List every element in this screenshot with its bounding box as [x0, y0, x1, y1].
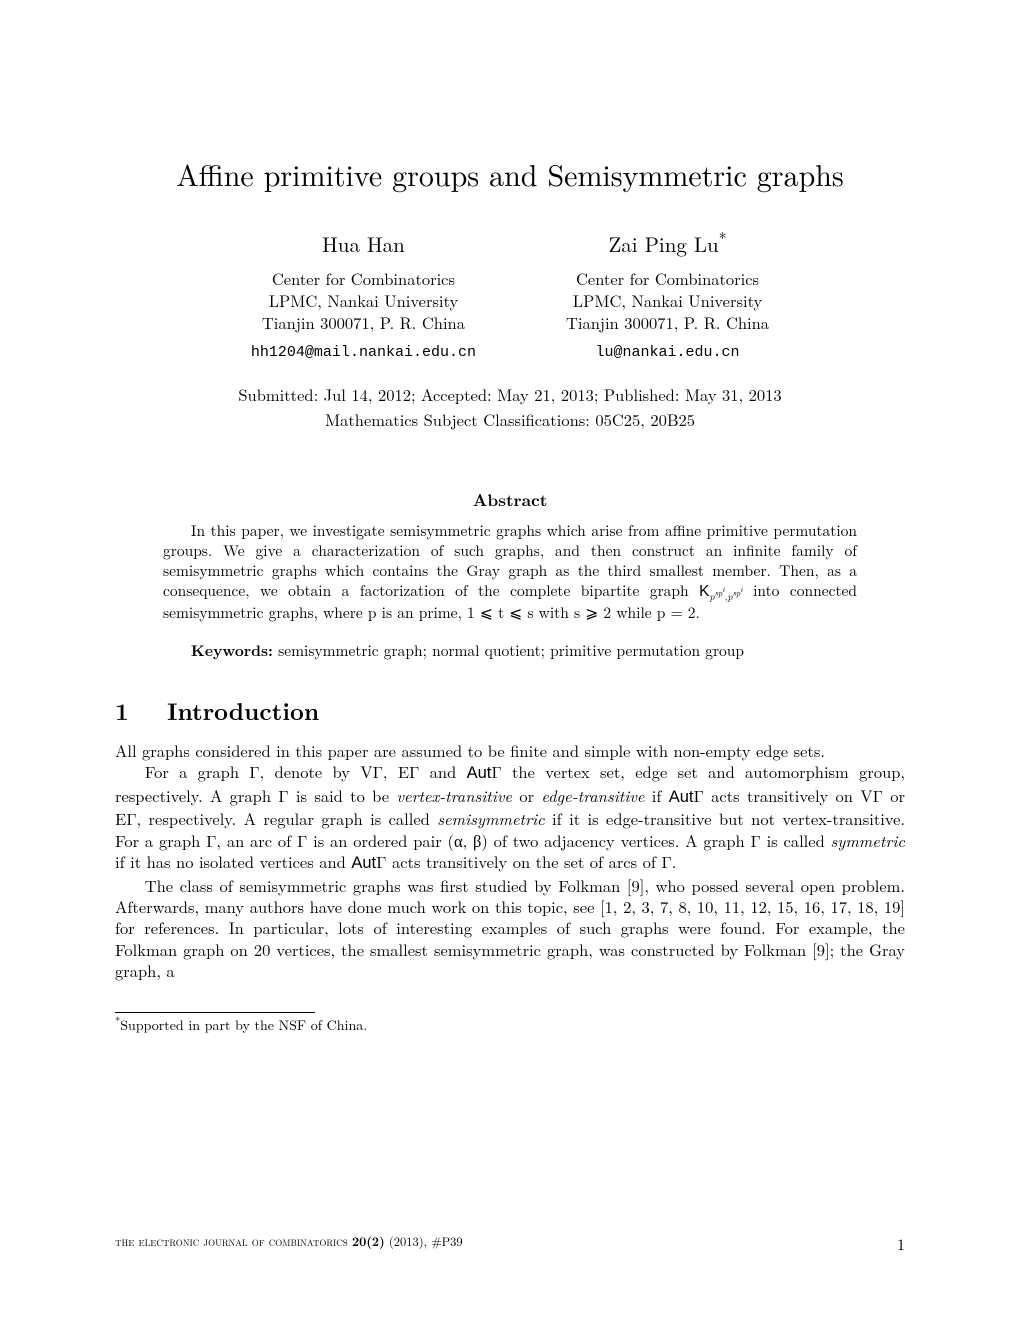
- author-affil: Center for Combinatorics LPMC, Nankai Un…: [566, 267, 769, 334]
- authors-row: Hua Han Center for Combinatorics LPMC, N…: [115, 231, 905, 363]
- journal-name: the electronic journal of combinatorics: [115, 1232, 352, 1250]
- msc-classifications: Mathematics Subject Classifications: 05C…: [115, 409, 905, 430]
- p2-d: or: [512, 783, 541, 807]
- bipartite-k-symbol: K: [699, 583, 709, 600]
- p2-a: For a graph Γ, denote by VΓ, EΓ and: [145, 759, 467, 783]
- submission-dates: Submitted: Jul 14, 2012; Accepted: May 2…: [115, 384, 905, 405]
- section-title: Introduction: [167, 694, 319, 728]
- footer-left: the electronic journal of combinatorics …: [115, 1234, 463, 1254]
- page-number: 1: [897, 1234, 905, 1254]
- author-block-1: Hua Han Center for Combinatorics LPMC, N…: [251, 231, 476, 363]
- author-affil: Center for Combinatorics LPMC, Nankai Un…: [251, 267, 476, 334]
- author-block-2: Zai Ping Lu* Center for Combinatorics LP…: [566, 231, 769, 363]
- author-name: Hua Han: [251, 231, 476, 257]
- footnote: *Supported in part by the NSF of China.: [115, 1017, 905, 1035]
- paragraph-3: The class of semisymmetric graphs was fi…: [115, 875, 905, 982]
- paragraph-2: For a graph Γ, denote by VΓ, EΓ and AutΓ…: [115, 761, 905, 874]
- journal-vol: 20(2): [352, 1232, 385, 1250]
- aut-symbol: Aut: [351, 854, 376, 872]
- paper-title: Affine primitive groups and Semisymmetri…: [115, 155, 905, 193]
- footnote-text: Supported in part by the NSF of China.: [120, 1015, 367, 1035]
- author-name-text: Hua Han: [322, 229, 405, 259]
- author-name-text: Zai Ping Lu: [608, 229, 718, 259]
- p2-k: if it has no isolated vertices and: [115, 849, 351, 873]
- journal-year: (2013), #P39: [385, 1232, 463, 1250]
- section-heading: 1Introduction: [115, 696, 905, 726]
- aut-symbol: Aut: [669, 788, 694, 806]
- abstract-body: In this paper, we investigate semisymmet…: [163, 521, 857, 624]
- p2-c: vertex-transitive: [396, 783, 512, 807]
- affil-line: Center for Combinatorics: [576, 266, 759, 290]
- keywords-label: Keywords:: [191, 638, 273, 661]
- abstract-heading: Abstract: [115, 490, 905, 511]
- page-footer: the electronic journal of combinatorics …: [115, 1234, 905, 1254]
- section-number: 1: [115, 696, 167, 726]
- aut-symbol: Aut: [467, 764, 492, 782]
- p2-l: Γ acts transitively on the set of arcs o…: [376, 849, 676, 873]
- p2-j: symmetric: [831, 828, 905, 852]
- affil-line: Center for Combinatorics: [272, 266, 455, 290]
- author-email: hh1204@mail.nankai.edu.cn: [251, 344, 476, 363]
- affil-line: LPMC, Nankai University: [573, 288, 762, 312]
- p2-h: semisymmetric: [437, 806, 544, 830]
- paragraph-1: All graphs considered in this paper are …: [115, 740, 905, 761]
- p2-f: if: [644, 783, 668, 807]
- author-email: lu@nankai.edu.cn: [566, 344, 769, 363]
- affil-line: Tianjin 300071, P. R. China: [566, 310, 769, 334]
- keywords: Keywords: semisymmetric graph; normal qu…: [163, 640, 857, 660]
- author-mark: *: [719, 226, 727, 249]
- affil-line: LPMC, Nankai University: [269, 288, 458, 312]
- affil-line: Tianjin 300071, P. R. China: [262, 310, 465, 334]
- author-name: Zai Ping Lu*: [566, 231, 769, 257]
- keywords-text: semisymmetric graph; normal quotient; pr…: [273, 640, 744, 661]
- p2-e: edge-transitive: [541, 783, 644, 807]
- footnote-rule: [115, 1012, 315, 1013]
